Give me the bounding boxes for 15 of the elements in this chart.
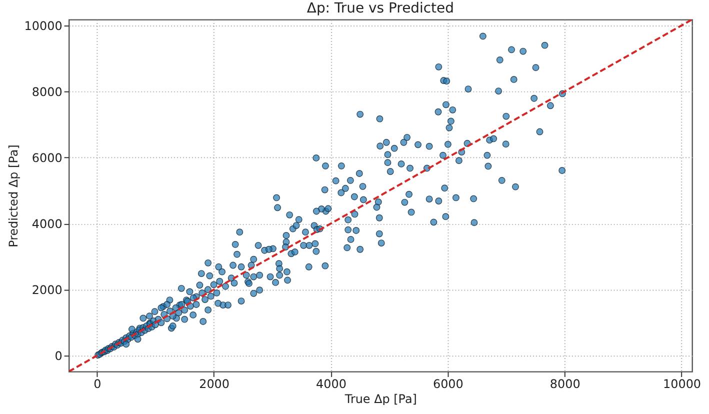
chart-title: Δp: True vs Predicted — [306, 0, 454, 16]
y-tick-label: 2000 — [32, 283, 62, 298]
x-tick-label: 8000 — [550, 376, 580, 391]
y-tick-label: 10000 — [24, 18, 62, 33]
x-tick-label: 4000 — [316, 376, 346, 391]
x-tick-label: 10000 — [663, 376, 702, 391]
y-tick-label: 4000 — [32, 217, 62, 232]
y-tick-label: 8000 — [32, 84, 62, 99]
x-tick-label: 6000 — [432, 376, 464, 391]
y-tick-label: 0 — [54, 349, 62, 364]
x-tick-label: 0 — [94, 376, 102, 391]
y-axis-title: Predicted Δp [Pa] — [6, 144, 20, 248]
x-tick-label: 2000 — [199, 376, 230, 391]
x-axis-title: True Δp [Pa] — [344, 392, 417, 406]
y-tick-label: 6000 — [32, 151, 62, 166]
